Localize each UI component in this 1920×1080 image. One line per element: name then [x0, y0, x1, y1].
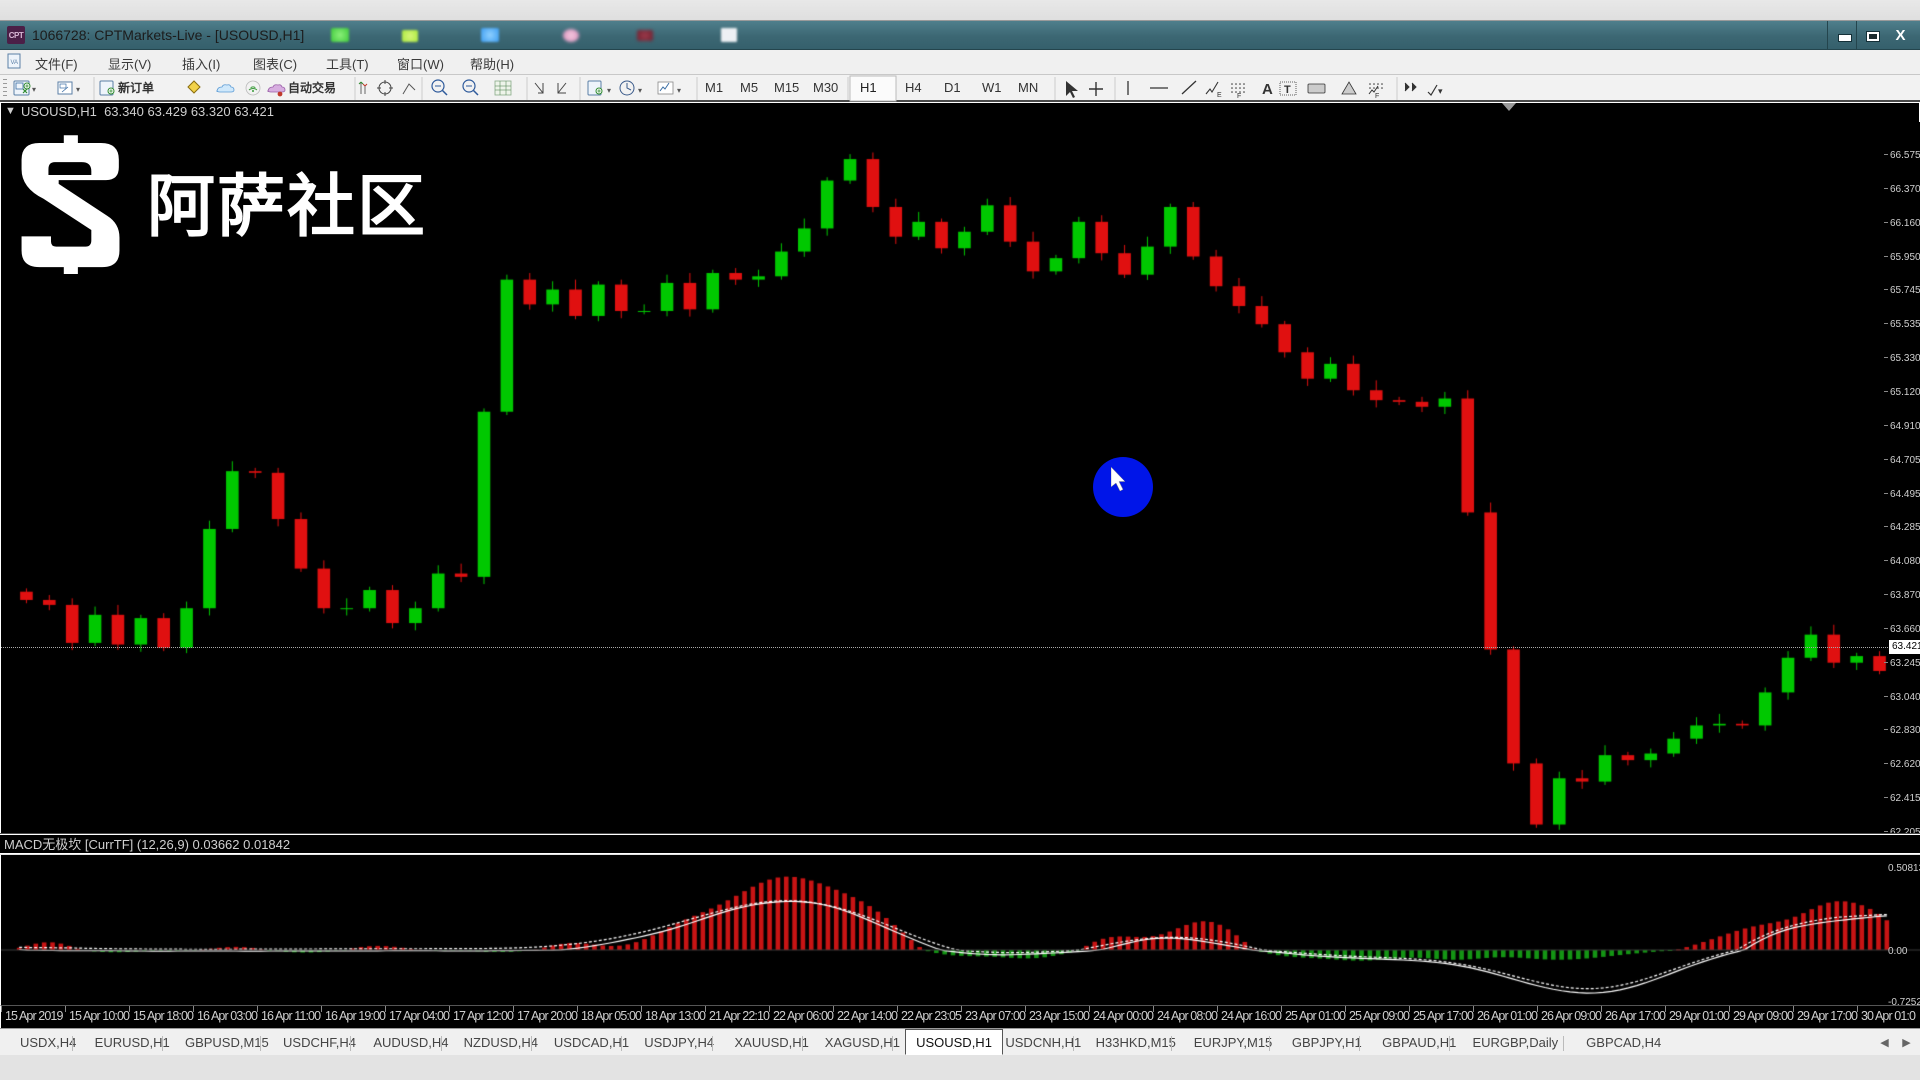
- svg-text:VA: VA: [11, 60, 19, 66]
- svg-text:▾: ▾: [607, 86, 611, 95]
- svg-text:A: A: [1262, 81, 1273, 98]
- svg-text:▾: ▾: [638, 86, 642, 95]
- svg-text:M30: M30: [813, 80, 838, 95]
- svg-text:W1: W1: [982, 80, 1002, 95]
- svg-text:自动交易: 自动交易: [288, 80, 336, 95]
- svg-text:M1: M1: [705, 80, 723, 95]
- svg-text:H4: H4: [905, 80, 922, 95]
- svg-text:▾: ▾: [1438, 86, 1443, 96]
- svg-text:新订单: 新订单: [118, 80, 154, 95]
- svg-text:F: F: [1375, 93, 1379, 100]
- svg-text:D1: D1: [944, 80, 961, 95]
- svg-text:▾: ▾: [32, 85, 36, 94]
- svg-text:M15: M15: [774, 80, 799, 95]
- svg-text:F: F: [1237, 93, 1241, 100]
- svg-text:MN: MN: [1018, 80, 1038, 95]
- svg-text:▾: ▾: [677, 86, 681, 95]
- svg-text:H1: H1: [860, 80, 877, 95]
- svg-text:阿萨社区: 阿萨社区: [147, 169, 427, 245]
- svg-text:T: T: [1284, 84, 1291, 96]
- svg-text:▾: ▾: [76, 85, 80, 94]
- svg-text:M5: M5: [740, 80, 758, 95]
- svg-text:E: E: [1217, 92, 1222, 99]
